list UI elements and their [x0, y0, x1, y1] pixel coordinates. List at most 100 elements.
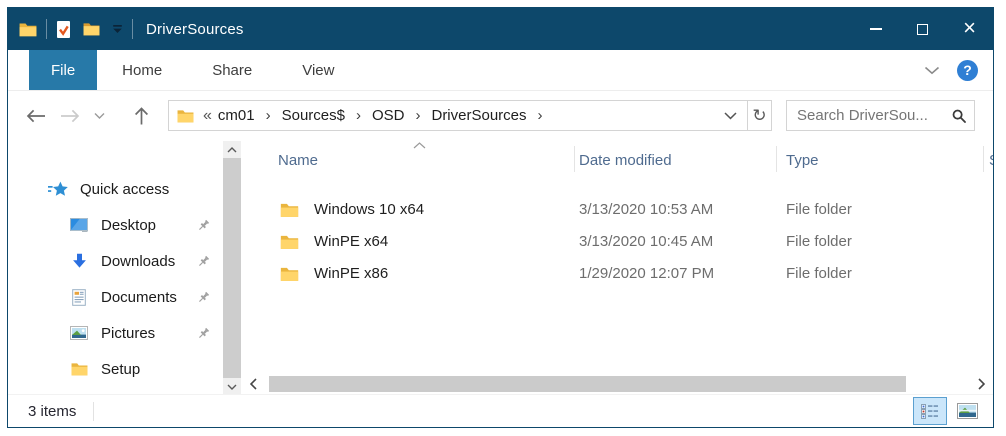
breadcrumb-sources[interactable]: Sources$: [281, 107, 345, 124]
maximize-button[interactable]: [899, 8, 946, 50]
folder-icon: [69, 362, 89, 376]
column-header-date-modified[interactable]: Date modified: [579, 152, 672, 169]
items-count: 3 items: [28, 402, 77, 420]
system-folder-icon[interactable]: [19, 22, 37, 37]
titlebar-separator: [132, 19, 133, 39]
column-header-name[interactable]: Name: [278, 152, 319, 169]
search-box: [786, 100, 975, 131]
file-type: File folder: [786, 265, 852, 282]
scroll-right-icon[interactable]: [974, 374, 988, 394]
file-date-modified: 3/13/2020 10:53 AM: [579, 201, 714, 218]
recent-locations-chevron-icon[interactable]: [94, 113, 105, 120]
title-bar: DriverSources ×: [8, 8, 993, 50]
refresh-button[interactable]: ↻: [747, 100, 772, 131]
sidebar-item-label: Pictures: [101, 324, 156, 342]
tab-file[interactable]: File: [29, 50, 98, 90]
up-button[interactable]: [134, 107, 149, 126]
pin-icon[interactable]: [197, 255, 210, 268]
navigation-pane: Quick access Desktop Downloads: [8, 141, 223, 395]
sort-ascending-icon: [413, 142, 426, 149]
sidebar-item-label: Documents: [101, 288, 177, 306]
file-name: Windows 10 x64: [314, 201, 425, 218]
close-button[interactable]: ×: [946, 8, 993, 50]
column-separator[interactable]: [574, 146, 575, 172]
sidebar-item-label: Downloads: [101, 252, 176, 270]
sidebar-item-setup[interactable]: Setup: [8, 351, 223, 387]
forward-button[interactable]: [60, 109, 80, 123]
breadcrumb-separator-icon[interactable]: ›: [355, 107, 361, 124]
sidebar-item-label: Desktop: [101, 216, 157, 234]
file-name: WinPE x64: [314, 233, 389, 250]
minimize-button[interactable]: [852, 8, 899, 50]
file-row-winpe-x64[interactable]: WinPE x64 3/13/2020 10:45 AM File folder: [241, 226, 993, 258]
sidebar-item-pictures[interactable]: Pictures: [8, 315, 223, 351]
new-folder-icon[interactable]: [83, 22, 100, 36]
breadcrumb-overflow[interactable]: «: [203, 106, 212, 124]
explorer-window: DriverSources × File Home Share View ?: [7, 7, 994, 428]
address-folder-icon: [177, 109, 194, 123]
horizontal-scrollbar[interactable]: [246, 374, 988, 394]
tab-share[interactable]: Share: [212, 61, 253, 79]
expand-ribbon-chevron-icon[interactable]: [924, 66, 940, 75]
folder-icon: [280, 267, 299, 282]
address-bar[interactable]: « cm01 › Sources$ › OSD › DriverSources …: [168, 100, 748, 131]
column-separator[interactable]: [776, 146, 777, 172]
scrollbar-thumb[interactable]: [269, 376, 906, 392]
address-dropdown-chevron-icon[interactable]: [724, 111, 737, 120]
sidebar-item-downloads[interactable]: Downloads: [8, 243, 223, 279]
sidebar-item-quick-access[interactable]: Quick access: [8, 171, 223, 207]
details-view-button[interactable]: [913, 397, 947, 425]
titlebar-separator: [46, 19, 47, 39]
help-button[interactable]: ?: [957, 59, 978, 81]
status-bar: 3 items: [8, 394, 993, 427]
properties-icon[interactable]: [56, 20, 71, 39]
pin-icon[interactable]: [197, 327, 210, 340]
picture-icon: [69, 326, 89, 340]
tab-view[interactable]: View: [302, 61, 335, 79]
column-header-type[interactable]: Type: [786, 152, 819, 169]
file-row-winpe-x86[interactable]: WinPE x86 1/29/2020 12:07 PM File folder: [241, 258, 993, 290]
sidebar-item-desktop[interactable]: Desktop: [8, 207, 223, 243]
column-header-size[interactable]: Size: [989, 152, 993, 169]
statusbar-separator: [93, 401, 95, 421]
column-separator[interactable]: [983, 146, 984, 172]
breadcrumb-osd[interactable]: OSD: [371, 107, 405, 124]
pin-icon[interactable]: [197, 219, 210, 232]
breadcrumb-cm01[interactable]: cm01: [217, 107, 255, 124]
file-type: File folder: [786, 233, 852, 250]
pin-icon[interactable]: [197, 291, 210, 304]
breadcrumb-driversources[interactable]: DriverSources: [431, 107, 527, 124]
folder-icon: [280, 235, 299, 250]
tab-home[interactable]: Home: [122, 61, 163, 79]
scroll-left-icon[interactable]: [246, 374, 260, 394]
sidebar-item-label: Setup: [101, 360, 141, 378]
minimize-icon: [869, 28, 882, 30]
breadcrumb-separator-icon[interactable]: ›: [265, 107, 271, 124]
thumbnails-view-button[interactable]: [950, 397, 984, 425]
quick-access-toolbar: [56, 20, 123, 39]
breadcrumb-separator-icon[interactable]: ›: [415, 107, 421, 124]
sidebar-scrollbar[interactable]: [223, 141, 241, 395]
scrollbar-thumb[interactable]: [223, 158, 241, 378]
file-name: WinPE x86: [314, 265, 389, 282]
scroll-down-icon[interactable]: [223, 378, 241, 395]
ribbon-right-controls: ?: [924, 50, 978, 90]
file-rows: Windows 10 x64 3/13/2020 10:53 AM File f…: [241, 194, 993, 290]
ribbon-tab-bar: File Home Share View ?: [8, 50, 993, 91]
scroll-up-icon[interactable]: [223, 141, 241, 158]
search-icon[interactable]: [952, 109, 966, 123]
back-button[interactable]: [26, 109, 46, 123]
navigation-toolbar: « cm01 › Sources$ › OSD › DriverSources …: [8, 91, 993, 141]
folder-icon: [280, 203, 299, 218]
customize-toolbar-dropdown-icon[interactable]: [112, 24, 123, 34]
breadcrumb-separator-icon[interactable]: ›: [537, 107, 543, 124]
maximize-icon: [917, 23, 928, 35]
file-row-windows-10-x64[interactable]: Windows 10 x64 3/13/2020 10:53 AM File f…: [241, 194, 993, 226]
main-area: Quick access Desktop Downloads: [8, 141, 993, 395]
file-list: Name Date modified Type Size Windows 10 …: [241, 141, 993, 395]
desktop-icon: [69, 218, 89, 232]
sidebar-item-label: Quick access: [80, 180, 170, 198]
sidebar-item-documents[interactable]: Documents: [8, 279, 223, 315]
view-toggle-buttons: [913, 397, 984, 425]
search-input[interactable]: [787, 107, 952, 124]
